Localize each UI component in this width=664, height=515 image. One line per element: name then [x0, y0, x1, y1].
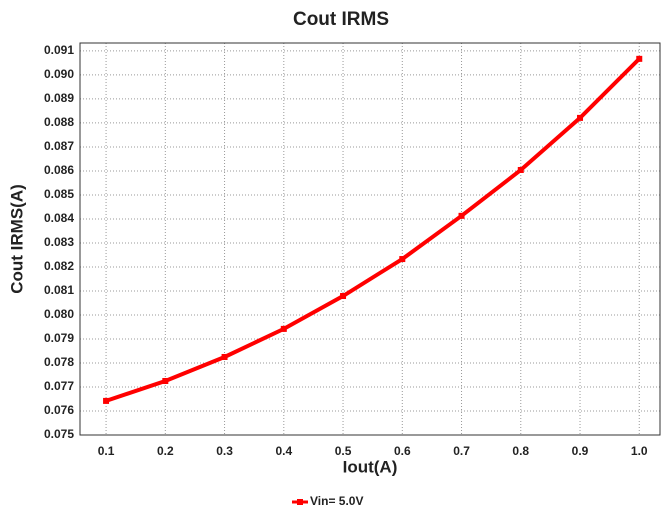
y-tick-label: 0.085 — [44, 187, 74, 201]
legend-label: Vin= 5.0V — [310, 494, 363, 508]
x-tick-label: 0.3 — [216, 444, 233, 458]
point-marker — [162, 377, 169, 384]
y-tick-label: 0.077 — [44, 379, 74, 393]
point-marker — [636, 55, 643, 62]
plot-frame — [79, 42, 661, 436]
y-tick-label: 0.089 — [44, 91, 74, 105]
x-tick-label: 0.6 — [394, 444, 411, 458]
y-tick-label: 0.090 — [44, 67, 74, 81]
point-marker — [103, 397, 110, 404]
x-tick-label: 0.8 — [512, 444, 529, 458]
x-tick-label: 0.2 — [157, 444, 174, 458]
x-tick-label: 0.5 — [335, 444, 352, 458]
y-tick-label: 0.078 — [44, 355, 74, 369]
series-line — [105, 57, 641, 403]
point-marker — [517, 166, 524, 173]
point-marker — [458, 212, 465, 219]
x-tick-label: 0.4 — [275, 444, 292, 458]
point-marker — [280, 325, 287, 332]
y-tick-label: 0.080 — [44, 307, 74, 321]
chart-title: Cout IRMS — [293, 9, 389, 30]
y-tick-label: 0.088 — [44, 115, 74, 129]
legend-marker — [297, 499, 303, 505]
point-marker — [340, 293, 347, 300]
y-tick-label: 0.091 — [44, 43, 74, 57]
x-tick-label: 0.9 — [572, 444, 589, 458]
y-tick-label: 0.079 — [44, 331, 74, 345]
y-tick-label: 0.081 — [44, 283, 74, 297]
point-marker — [221, 353, 228, 360]
x-tick-label: 0.7 — [453, 444, 470, 458]
x-tick-label: 1.0 — [631, 444, 648, 458]
y-tick-label: 0.086 — [44, 163, 74, 177]
y-tick-label: 0.082 — [44, 259, 74, 273]
x-axis-label: Iout(A) — [343, 457, 398, 476]
y-axis-label: Cout IRMS(A) — [7, 184, 26, 294]
y-tick-label: 0.083 — [44, 235, 74, 249]
point-marker — [577, 114, 584, 121]
y-tick-label: 0.075 — [44, 427, 74, 441]
y-tick-label: 0.087 — [44, 139, 74, 153]
point-marker — [399, 256, 406, 263]
y-tick-label: 0.076 — [44, 403, 74, 417]
y-tick-label: 0.084 — [44, 211, 74, 225]
x-tick-label: 0.1 — [98, 444, 115, 458]
